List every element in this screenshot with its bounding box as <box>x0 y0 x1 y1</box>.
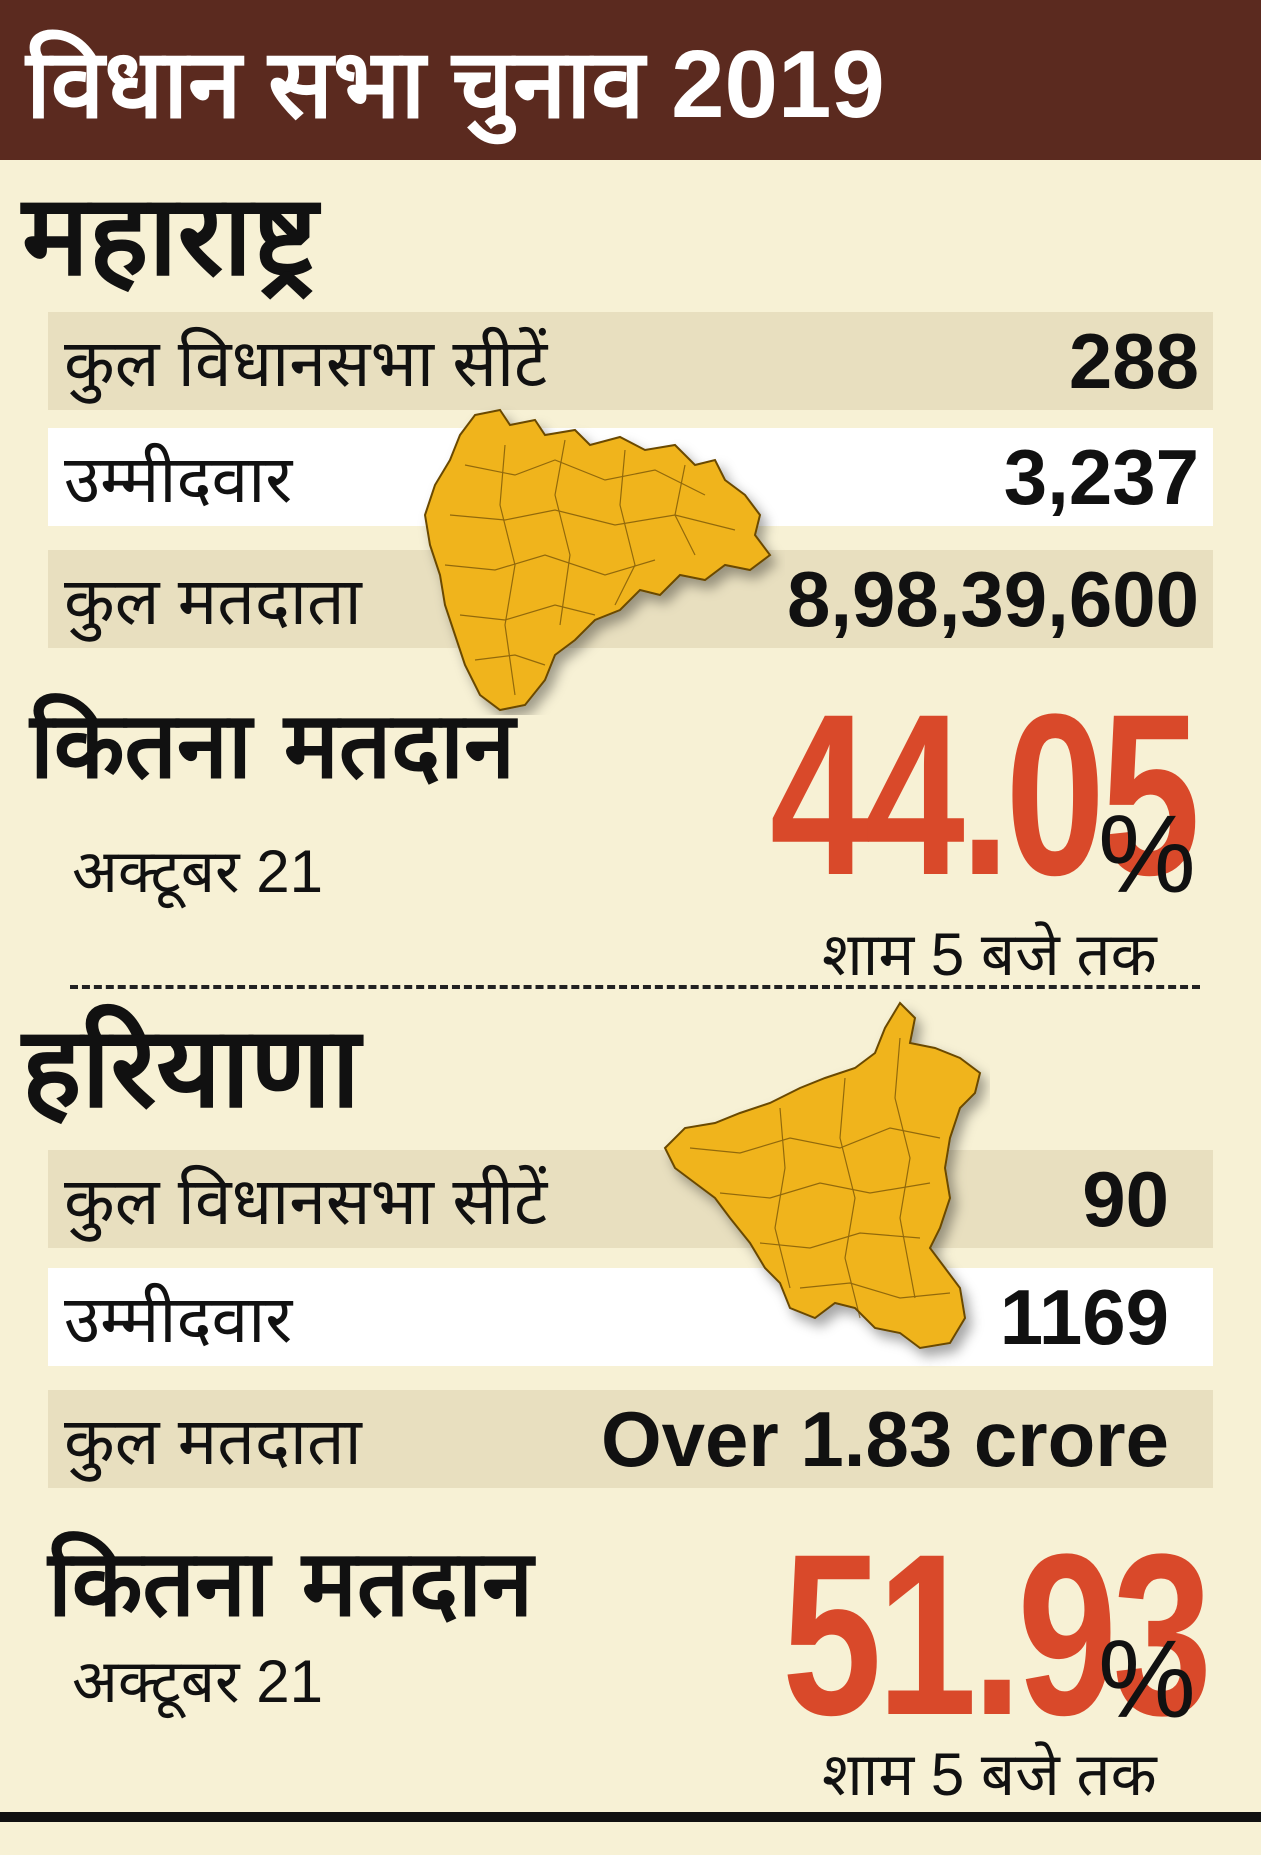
maharashtra-seats-label: कुल विधानसभा सीटें <box>64 326 548 400</box>
maharashtra-turnout-label: कितना मतदान <box>30 692 516 799</box>
maharashtra-time-note: शाम 5 बजे तक <box>822 921 1157 988</box>
maharashtra-voters-label: कुल मतदाता <box>64 564 362 638</box>
haryana-title: हरियाणा <box>22 1003 361 1133</box>
haryana-seats-value: 90 <box>1082 1154 1169 1243</box>
maharashtra-candidates-label: उम्मीदवार <box>64 442 293 516</box>
haryana-candidates-label: उम्मीदवार <box>64 1282 293 1356</box>
maharashtra-candidates-value: 3,237 <box>1003 432 1199 521</box>
maharashtra-voters-value: 8,98,39,600 <box>786 554 1199 643</box>
bottom-rule <box>0 1812 1261 1822</box>
maharashtra-seats-value: 288 <box>1068 316 1199 405</box>
maharashtra-turnout-value: 44.05 <box>770 666 1200 923</box>
haryana-candidates-row: उम्मीदवार 1169 <box>48 1268 1213 1366</box>
haryana-time-note: शाम 5 बजे तक <box>822 1741 1157 1808</box>
page-title: विधान सभा चुनाव 2019 <box>26 30 885 138</box>
maharashtra-seats-row: कुल विधानसभा सीटें 288 <box>48 312 1213 410</box>
haryana-voters-label: कुल मतदाता <box>64 1404 362 1478</box>
haryana-candidates-value: 1169 <box>999 1272 1169 1361</box>
haryana-voters-row: कुल मतदाता Over 1.83 crore <box>48 1390 1213 1488</box>
maharashtra-title: महाराष्ट्र <box>22 171 318 301</box>
haryana-map-icon <box>663 1001 982 1350</box>
maharashtra-date: अक्टूबर 21 <box>72 838 323 905</box>
haryana-percent-sign: % <box>1098 1618 1196 1741</box>
haryana-seats-label: कुल विधानसभा सीटें <box>64 1164 548 1238</box>
haryana-turnout-label: कितना मतदान <box>48 1530 534 1637</box>
haryana-date: अक्टूबर 21 <box>72 1648 323 1715</box>
haryana-seats-row: कुल विधानसभा सीटें 90 <box>48 1150 1213 1248</box>
haryana-voters-value: Over 1.83 crore <box>600 1394 1169 1483</box>
header-banner: विधान सभा चुनाव 2019 <box>0 0 1261 160</box>
haryana-turnout-value: 51.93 <box>782 1506 1212 1763</box>
maharashtra-percent-sign: % <box>1098 793 1196 916</box>
section-divider <box>70 985 1200 989</box>
maharashtra-map-icon <box>423 408 772 712</box>
